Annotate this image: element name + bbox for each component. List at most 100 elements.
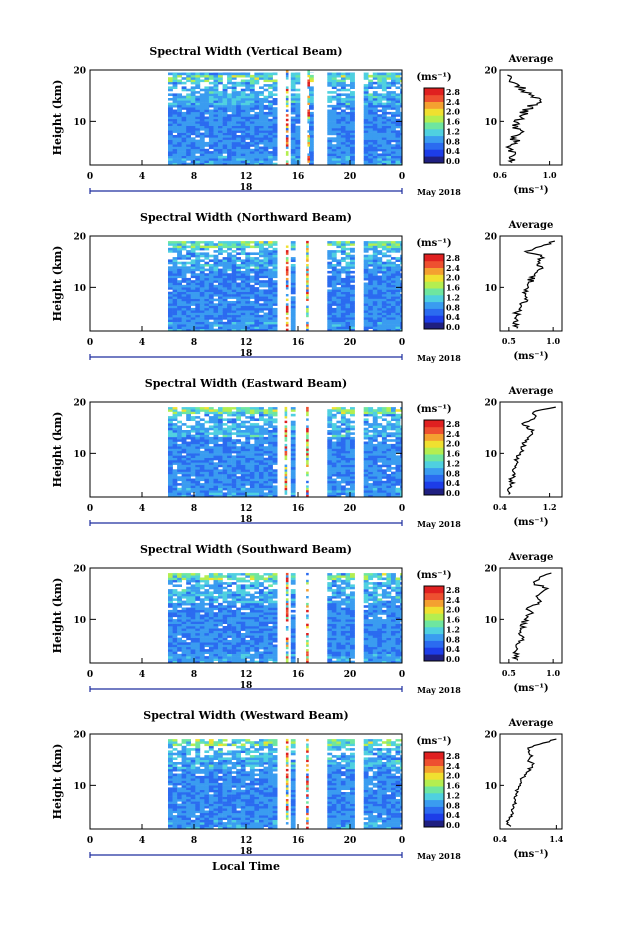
colorbar-tick-label: 1.6: [446, 449, 460, 459]
average-frame: [499, 235, 563, 332]
colorbar-segment: [424, 101, 444, 109]
colorbar-tick-label: 2.8: [446, 87, 460, 97]
y-tick-label: 20: [73, 67, 86, 77]
x-tick-label: 12: [240, 836, 253, 846]
colorbar: 2.82.42.01.61.20.80.40.0: [423, 87, 460, 166]
panel-3: Spectral Width (Eastward Beam) 20 10 Height…: [51, 377, 563, 529]
day-label: 18: [240, 847, 253, 857]
colorbar-segment: [424, 135, 444, 143]
y-tick-label: 10: [73, 118, 86, 128]
colorbar-tick-label: 1.6: [446, 283, 460, 293]
y-axis-label: Height (km): [51, 412, 64, 488]
y-tick-label: 10: [73, 450, 86, 460]
panel-title: Spectral Width (Southward Beam): [140, 543, 352, 556]
colorbar-segment: [424, 115, 444, 123]
x-tick-label: 8: [191, 504, 197, 514]
colorbar-segment: [424, 94, 444, 102]
colorbar-tick-label: 1.2: [446, 624, 460, 634]
x-tick-label: 8: [191, 172, 197, 182]
x-tick-label: 4: [139, 338, 145, 348]
colorbar: 2.82.42.01.61.20.80.40.0: [423, 419, 460, 498]
colorbar-segment: [424, 626, 444, 635]
colorbar-segment: [424, 440, 444, 448]
average-frame: [499, 401, 563, 498]
x-tick-label: 4: [139, 504, 145, 514]
avg-x-tick-label: 0.5: [502, 668, 516, 678]
avg-x-axis-label: (ms⁻¹): [513, 849, 548, 860]
average-title: Average: [508, 54, 554, 65]
colorbar-segment: [424, 142, 444, 150]
colorbar-segment: [424, 640, 444, 648]
colorbar-segment: [424, 792, 444, 801]
colorbar-tick-label: 2.0: [446, 107, 460, 117]
colorbar-segment: [424, 613, 444, 621]
colorbar-segment: [424, 620, 444, 628]
colorbar-tick-label: 1.6: [446, 615, 460, 625]
colorbar-tick-label: 0.4: [446, 644, 460, 654]
colorbar-unit-label: (ms⁻¹): [416, 570, 451, 581]
colorbar-segment: [424, 420, 444, 428]
colorbar-segment: [424, 108, 444, 116]
colorbar-segment: [424, 301, 444, 309]
colorbar-segment: [424, 128, 444, 137]
x-tick-label: 12: [240, 670, 253, 680]
colorbar-segment: [424, 447, 444, 455]
day-label: 18: [240, 681, 253, 691]
average-line: [505, 738, 557, 827]
panel-title: Spectral Width (Eastward Beam): [145, 377, 347, 390]
colorbar-frame: [423, 87, 445, 164]
colorbar-tick-label: 2.8: [446, 253, 460, 263]
colorbar-segment: [424, 460, 444, 469]
heatmap-cells: [168, 572, 403, 664]
colorbar-tick-label: 2.4: [446, 97, 460, 107]
colorbar-segment: [424, 586, 444, 594]
colorbar-segment: [424, 467, 444, 475]
x-tick-label: 16: [292, 670, 305, 680]
x-tick-label: 0: [399, 504, 405, 514]
colorbar-tick-label: 1.6: [446, 117, 460, 127]
avg-x-tick-label: 1.0: [546, 336, 560, 346]
avg-x-tick-label: 1.0: [546, 668, 560, 678]
colorbar-segment: [424, 779, 444, 787]
colorbar-segment: [424, 454, 444, 462]
colorbar-tick-label: 0.4: [446, 478, 460, 488]
colorbar-segment: [424, 281, 444, 289]
x-tick-label: 20: [344, 338, 357, 348]
colorbar-tick-label: 2.4: [446, 761, 460, 771]
colorbar-segment: [424, 786, 444, 794]
panel-title: Spectral Width (Westward Beam): [143, 709, 348, 722]
colorbar: 2.82.42.01.61.20.80.40.0: [423, 585, 460, 664]
colorbar-segment: [424, 758, 444, 766]
heatmap-cells: [168, 738, 403, 830]
average-title: Average: [508, 718, 554, 729]
x-tick-label: 4: [139, 836, 145, 846]
avg-x-axis-label: (ms⁻¹): [513, 517, 548, 528]
heatmap-cells: [168, 70, 403, 166]
avg-x-tick-label: 1.2: [543, 502, 557, 512]
colorbar-tick-label: 1.2: [446, 292, 460, 302]
colorbar-segment: [424, 322, 444, 330]
x-tick-label: 12: [240, 172, 253, 182]
avg-y-tick-label: 10: [484, 616, 497, 626]
avg-y-tick-label: 20: [484, 399, 497, 409]
x-tick-label: 4: [139, 172, 145, 182]
colorbar-tick-label: 2.8: [446, 419, 460, 429]
avg-y-tick-label: 20: [484, 731, 497, 741]
colorbar-tick-label: 2.4: [446, 429, 460, 439]
x-tick-label: 16: [292, 338, 305, 348]
x-axis-label: Local Time: [212, 860, 280, 873]
x-tick-label: 8: [191, 836, 197, 846]
y-tick-label: 20: [73, 731, 86, 741]
colorbar-segment: [424, 765, 444, 773]
x-tick-label: 16: [292, 836, 305, 846]
colorbar-segment: [424, 806, 444, 814]
avg-x-tick-label: 1.0: [543, 170, 557, 180]
avg-y-tick-label: 20: [484, 565, 497, 575]
x-tick-label: 16: [292, 504, 305, 514]
x-tick-label: 0: [87, 670, 93, 680]
colorbar: 2.82.42.01.61.20.80.40.0: [423, 751, 460, 830]
colorbar-tick-label: 0.0: [446, 488, 460, 498]
colorbar-segment: [424, 260, 444, 268]
x-tick-label: 4: [139, 670, 145, 680]
